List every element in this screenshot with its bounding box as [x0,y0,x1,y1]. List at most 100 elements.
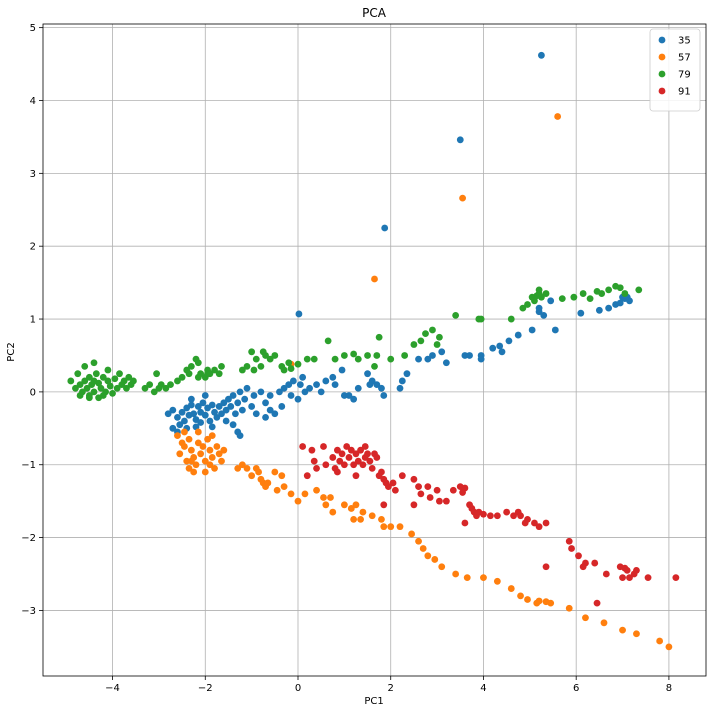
data-point [542,519,550,527]
series-79 [67,282,643,402]
data-point [187,395,195,403]
data-point [459,194,466,202]
data-point [187,401,195,409]
data-point [633,630,640,638]
data-point [352,472,360,480]
data-point [192,423,200,431]
data-point [547,297,555,305]
data-point [595,306,603,314]
data-point [602,570,610,578]
data-point [181,428,188,436]
chart-title: PCA [362,6,387,20]
data-point [310,355,318,363]
data-point [463,574,471,582]
data-point [357,515,364,523]
data-point [85,373,93,381]
data-point [354,355,362,363]
data-point [266,406,274,414]
data-point [289,377,297,385]
data-point [92,370,100,378]
data-point [257,388,265,396]
data-point [626,574,633,582]
data-point [466,352,473,359]
y-tick-label: 2 [30,242,36,253]
data-point [350,515,358,523]
data-point [359,461,367,469]
data-point [381,224,389,232]
data-point [215,403,223,410]
data-point [322,377,330,385]
data-point [285,359,293,367]
data-point [396,384,404,392]
data-point [542,563,550,571]
data-point [568,545,575,552]
data-point [565,604,573,612]
data-point [600,619,608,627]
data-point [243,362,251,370]
data-point [174,432,181,439]
data-point [385,483,392,490]
data-point [320,494,327,501]
data-point [248,472,256,480]
data-point [120,377,128,385]
data-point [194,403,202,410]
data-point [194,428,202,436]
data-point [111,375,119,383]
data-point [616,299,624,307]
data-point [197,370,205,378]
data-point [208,454,216,461]
data-point [477,315,485,323]
data-point [113,384,121,392]
data-point [380,523,388,531]
data-point [97,384,105,392]
data-point [524,301,531,308]
data-point [329,508,337,516]
data-point [373,352,381,359]
x-tick-label: −2 [198,683,213,694]
legend-label-35: 35 [678,36,691,47]
data-point [206,446,214,454]
data-point [345,454,353,461]
data-point [343,443,351,450]
data-point [334,446,341,454]
data-point [201,457,209,465]
data-point [229,421,237,429]
data-point [229,392,237,399]
data-point [436,333,443,341]
data-point [373,454,381,461]
data-point [417,337,425,345]
data-point [345,392,353,399]
data-point [570,293,578,301]
grid [43,24,706,676]
data-point [489,344,497,352]
data-point [352,501,360,509]
data-point [380,392,388,399]
data-point [276,388,283,396]
data-point [378,515,385,523]
data-point [340,501,348,509]
data-point [102,388,109,396]
data-point [232,410,239,418]
data-point [208,432,216,439]
data-point [387,355,395,363]
data-point [174,413,181,421]
data-point [266,392,274,399]
data-point [178,373,186,381]
data-point [169,424,177,432]
data-point [153,370,160,378]
data-point [167,381,174,389]
data-point [417,490,425,498]
data-point [493,512,501,520]
data-point [373,381,381,389]
data-point [164,410,172,418]
data-point [215,450,223,458]
data-point [243,384,251,392]
data-point [262,399,269,407]
data-point [225,395,232,403]
data-point [507,315,515,323]
data-point [401,352,409,359]
legend-marker-35 [658,36,666,44]
data-point [169,406,177,414]
data-point [540,311,548,319]
y-tick-label: −2 [21,533,36,544]
